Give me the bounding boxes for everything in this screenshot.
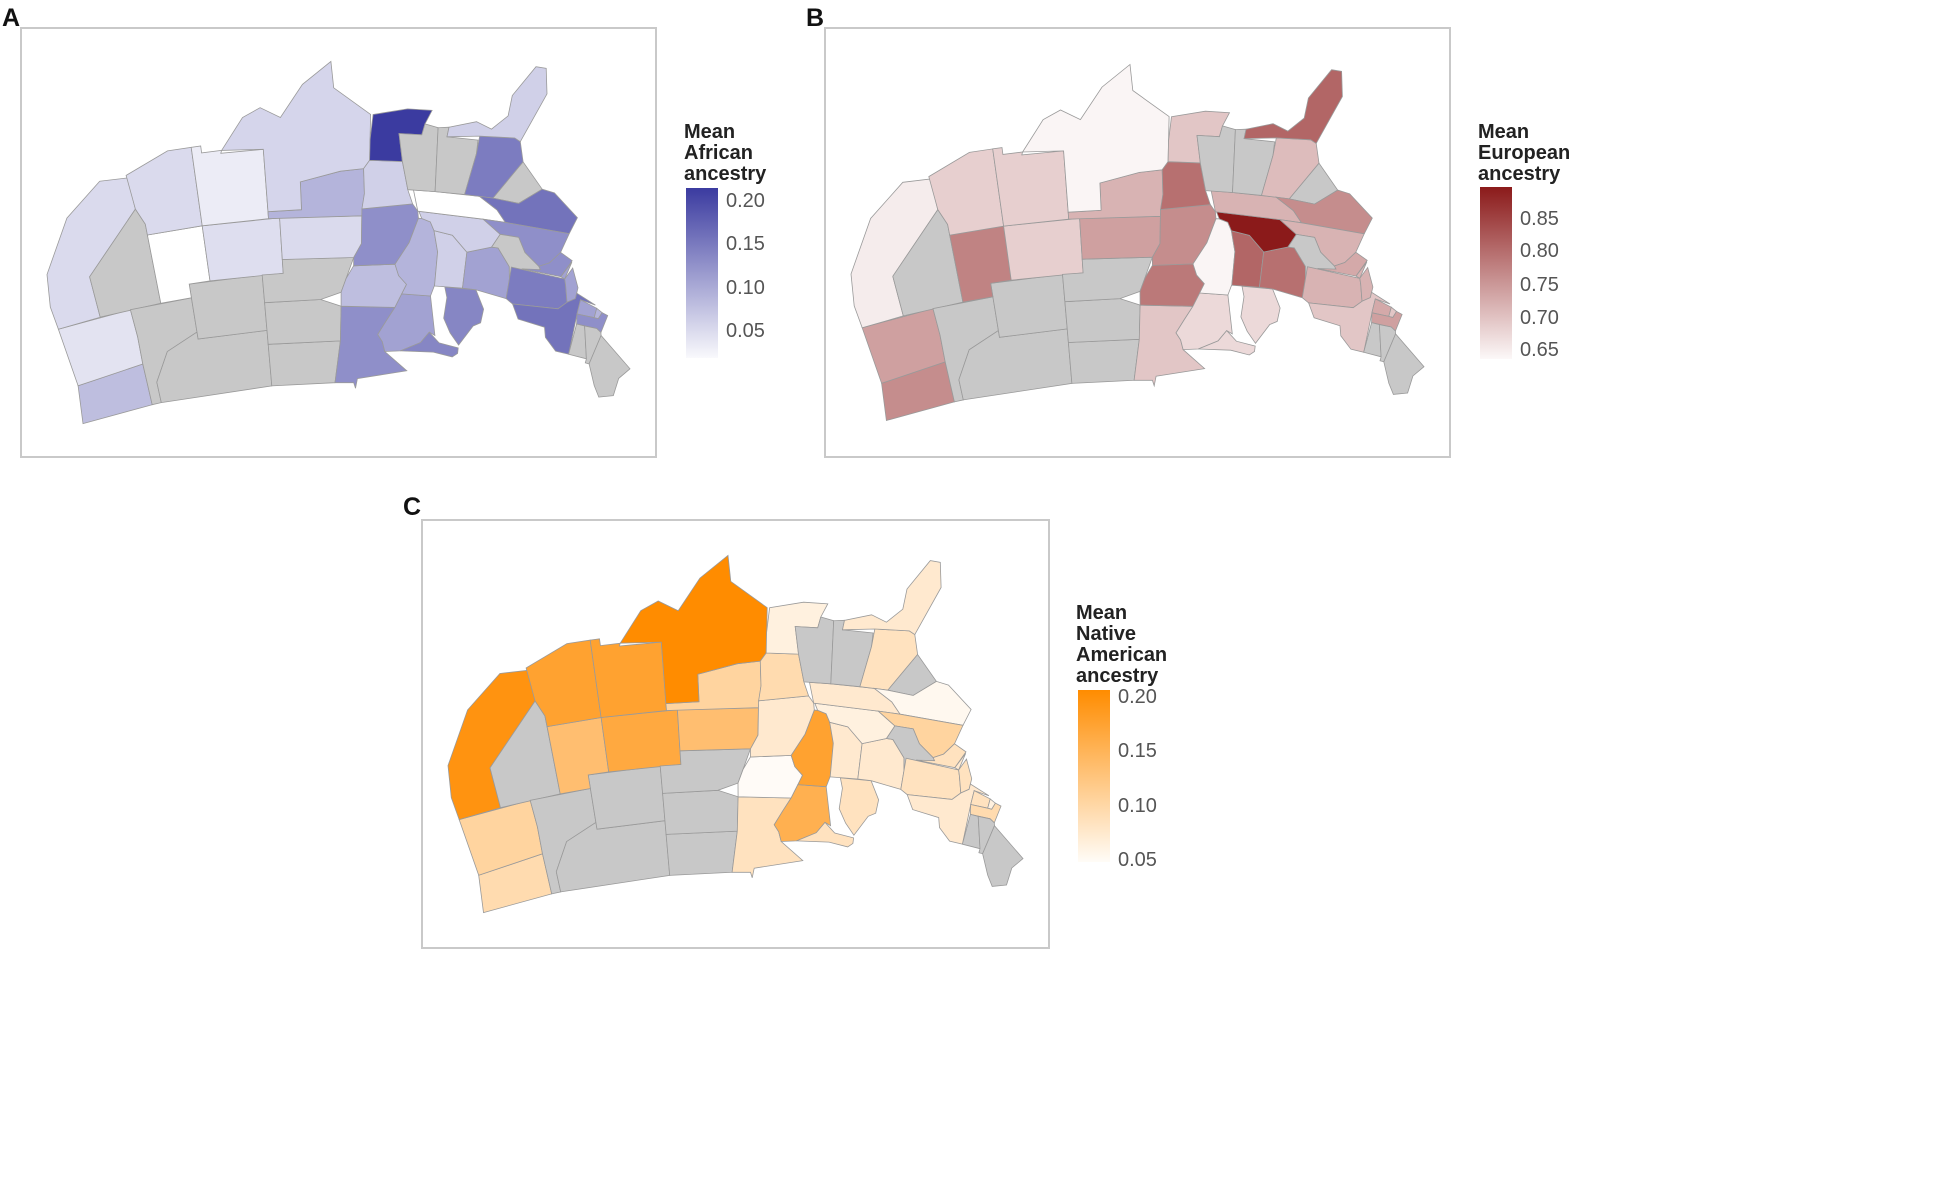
state-nc xyxy=(477,188,578,235)
choropleth-map xyxy=(447,554,1024,914)
legend-title-line: ancestry xyxy=(684,163,767,185)
state-tx xyxy=(1021,63,1170,213)
map-panel-european xyxy=(824,27,1451,458)
legend-tick: 0.85 xyxy=(1520,208,1559,230)
legend-colorbar-african xyxy=(686,188,718,358)
legend-title-line: American xyxy=(1076,644,1168,666)
panel-label-c: C xyxy=(403,493,422,521)
legend-tick: 0.05 xyxy=(726,320,765,342)
legend-title-line: ancestry xyxy=(1478,163,1561,185)
legend-colorbar-native-american xyxy=(1078,690,1110,862)
state-ks xyxy=(279,215,363,260)
legend-title-european: Mean European ancestry xyxy=(1478,122,1570,185)
legend-title-line: Mean xyxy=(1478,121,1530,143)
state-sd xyxy=(1064,298,1141,343)
legend-title-line: Mean xyxy=(684,121,736,143)
state-nc xyxy=(872,680,972,726)
state-de xyxy=(1355,261,1368,279)
panel-label-a: A xyxy=(2,4,21,32)
state-ks xyxy=(1079,215,1161,260)
state-fl xyxy=(1243,69,1343,144)
legend-tick: 0.10 xyxy=(726,277,765,299)
legend-tick: 0.20 xyxy=(1118,686,1157,708)
legend-colorbar-european xyxy=(1480,187,1512,359)
state-ms xyxy=(398,123,439,193)
legend-tick: 0.70 xyxy=(1520,307,1559,329)
state-tx xyxy=(619,554,768,705)
state-co xyxy=(600,709,682,773)
state-sd xyxy=(264,299,342,345)
state-de xyxy=(560,261,573,280)
state-nd xyxy=(1067,338,1140,384)
legend-tick: 0.10 xyxy=(1118,795,1157,817)
legend-tick: 0.65 xyxy=(1520,339,1559,361)
state-co xyxy=(201,217,284,282)
legend-tick: 0.05 xyxy=(1118,849,1157,871)
legend-tick: 0.15 xyxy=(726,233,765,255)
state-de xyxy=(954,753,967,771)
state-wy xyxy=(587,765,666,830)
state-mi xyxy=(838,777,880,836)
state-ia xyxy=(737,754,803,799)
legend-title-african: Mean African ancestry xyxy=(684,122,766,185)
state-fl xyxy=(842,560,942,636)
legend-tick: 0.15 xyxy=(1118,740,1157,762)
state-ms xyxy=(1196,125,1236,193)
state-me xyxy=(588,334,631,398)
legend-title-line: Native xyxy=(1076,623,1137,645)
state-ms xyxy=(794,616,835,685)
state-nc xyxy=(1274,189,1373,235)
legend-tick: 0.20 xyxy=(726,190,765,212)
legend-tick: 0.80 xyxy=(1520,240,1559,262)
state-mi xyxy=(400,331,459,358)
state-me xyxy=(982,824,1024,887)
state-sd xyxy=(662,789,739,835)
state-nd xyxy=(665,830,738,876)
state-nm xyxy=(992,147,1070,227)
legend-title-line: African xyxy=(684,142,753,164)
state-mi xyxy=(1198,329,1256,356)
state-ks xyxy=(676,707,759,752)
choropleth-map xyxy=(46,60,631,425)
state-fl xyxy=(446,66,548,143)
panel-label-b: B xyxy=(806,4,825,32)
legend-title-line: European xyxy=(1478,142,1571,164)
state-nm xyxy=(589,638,667,718)
legend-tick: 0.75 xyxy=(1520,274,1559,296)
state-nm xyxy=(190,145,269,227)
legend-title-native-american: Mean Native American ancestry xyxy=(1076,603,1167,687)
map-panel-native-american xyxy=(421,519,1050,949)
state-mi xyxy=(796,821,855,848)
choropleth-map xyxy=(850,63,1425,422)
state-wy xyxy=(188,274,268,340)
state-tx xyxy=(220,60,372,213)
state-wy xyxy=(990,273,1068,338)
legend-title-line: Mean xyxy=(1076,602,1128,624)
state-co xyxy=(1003,217,1084,281)
map-panel-african xyxy=(20,27,657,458)
state-me xyxy=(1383,333,1425,395)
state-mi xyxy=(443,286,485,346)
state-nd xyxy=(267,340,341,387)
legend-title-line: ancestry xyxy=(1076,665,1159,687)
state-mi xyxy=(1240,285,1281,344)
